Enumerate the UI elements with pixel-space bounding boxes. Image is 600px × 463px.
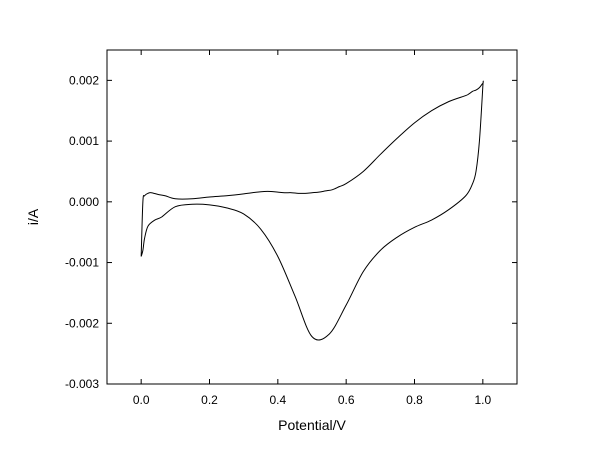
y-tick-label: -0.001 xyxy=(65,256,99,270)
plot-frame xyxy=(106,49,518,385)
x-tick-label: 0.6 xyxy=(338,393,355,407)
y-tick-label: -0.002 xyxy=(65,316,99,330)
y-tick-label: 0.002 xyxy=(69,73,99,87)
y-tick-label: 0.000 xyxy=(69,195,99,209)
x-tick-label: 0.0 xyxy=(133,393,150,407)
cv-curve-line xyxy=(140,80,484,341)
y-tick-label: -0.003 xyxy=(65,377,99,391)
y-tick-label: 0.001 xyxy=(69,134,99,148)
x-tick-label: 0.8 xyxy=(406,393,423,407)
x-tick-label: 0.4 xyxy=(269,393,286,407)
y-axis-ticks: -0.003 -0.002 -0.001 0.000 0.001 0.002 xyxy=(65,73,517,391)
x-tick-label: 1.0 xyxy=(474,393,491,407)
x-tick-label: 0.2 xyxy=(201,393,218,407)
x-axis-title: Potential/V xyxy=(278,417,346,433)
y-axis-title: i/A xyxy=(25,208,41,225)
x-axis-ticks: 0.0 0.2 0.4 0.6 0.8 1.0 xyxy=(133,50,491,407)
